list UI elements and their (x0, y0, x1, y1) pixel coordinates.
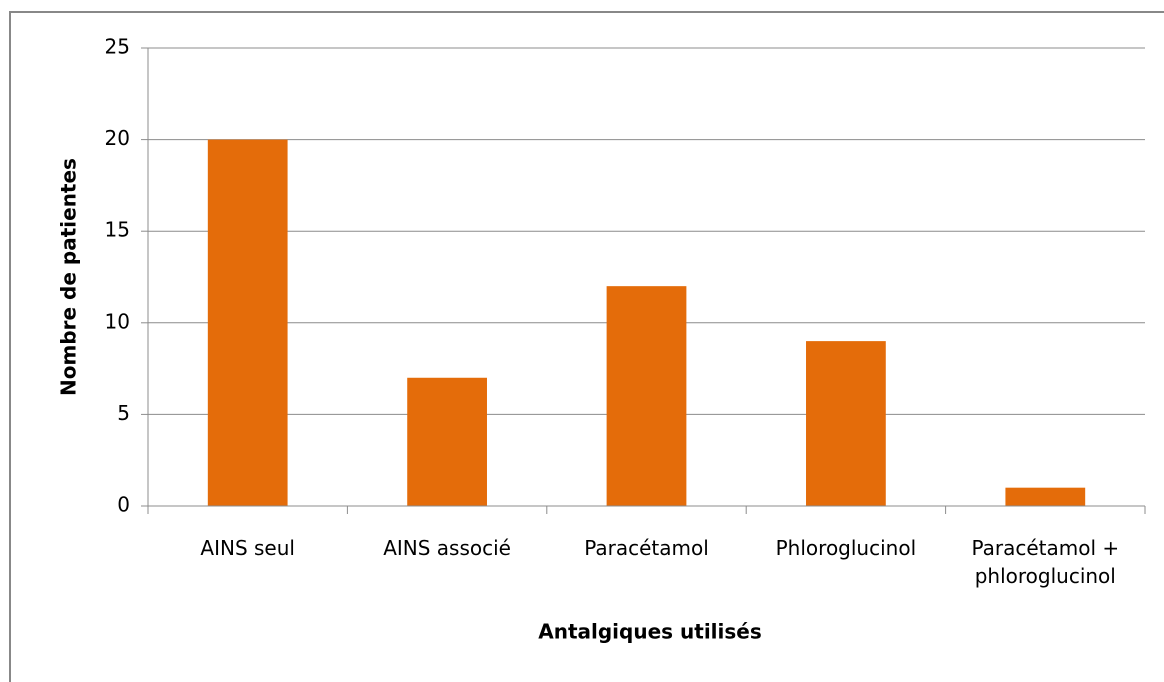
y-tick-label: 10 (105, 309, 130, 333)
y-tick-label: 15 (105, 218, 130, 242)
bar (207, 139, 288, 506)
y-tick-label: 25 (105, 35, 130, 59)
y-tick-label: 20 (105, 126, 130, 150)
y-tick-label: 0 (117, 493, 130, 517)
x-tick-label: Phloroglucinol (775, 536, 917, 560)
x-axis-title: Antalgiques utilisés (538, 620, 762, 644)
y-axis-title: Nombre de patientes (57, 158, 81, 396)
frame (9, 11, 1164, 682)
x-tick-label: Paracétamol (584, 536, 709, 560)
x-tick-label: Paracétamol + phloroglucinol (971, 536, 1120, 588)
x-tick-label: AINS seul (200, 536, 295, 560)
bar (407, 377, 487, 506)
y-tick-label: 5 (117, 401, 130, 425)
x-tick-label: AINS associé (383, 536, 511, 560)
bar (1005, 487, 1086, 506)
bar (806, 341, 886, 506)
bar (606, 286, 687, 506)
